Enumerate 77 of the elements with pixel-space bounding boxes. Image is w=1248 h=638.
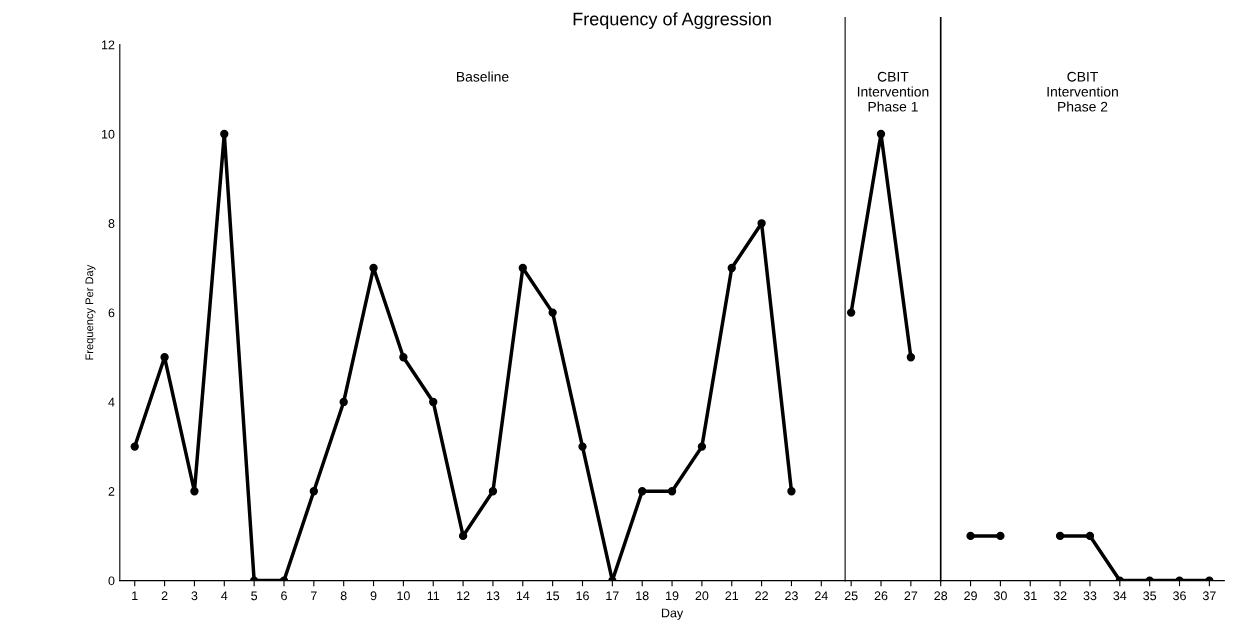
- x-tick-label: 25: [844, 591, 858, 601]
- x-tick-label: 26: [874, 591, 888, 601]
- point: [966, 531, 975, 541]
- x-tick-label: 20: [695, 591, 709, 601]
- point: [757, 219, 766, 228]
- y-tick-label: 2: [108, 487, 115, 496]
- point: [578, 442, 587, 451]
- point: [667, 487, 677, 496]
- x-tick-label: 27: [904, 591, 918, 601]
- point: [369, 263, 378, 273]
- x-tick-label: 19: [666, 591, 679, 601]
- x-tick-label: 24: [814, 591, 828, 601]
- x-tick-label: 8: [340, 591, 347, 601]
- x-tick-label: 6: [281, 591, 287, 601]
- point: [846, 308, 856, 317]
- point: [548, 308, 557, 317]
- point: [1055, 531, 1065, 541]
- x-tick-label: 18: [636, 591, 649, 601]
- y-tick-label: 4: [108, 397, 115, 407]
- x-tick-label: 10: [397, 591, 410, 601]
- x-tick-label: 34: [1113, 591, 1127, 601]
- x-tick-label: 33: [1083, 591, 1097, 601]
- point: [429, 397, 438, 407]
- point: [727, 263, 736, 273]
- x-tick-label: 9: [370, 591, 377, 601]
- x-tick-label: 37: [1202, 591, 1216, 601]
- x-tick-label: 22: [755, 591, 768, 601]
- x-tick-label: 21: [725, 591, 739, 601]
- point: [787, 487, 796, 496]
- x-tick-label: 7: [311, 591, 317, 601]
- x-tick-label: 28: [934, 591, 948, 601]
- point: [130, 442, 139, 451]
- point: [638, 487, 647, 496]
- x-tick-label: 15: [546, 591, 560, 601]
- point: [339, 397, 348, 407]
- point: [220, 129, 229, 139]
- y-tick-label: 6: [108, 308, 115, 318]
- point: [488, 487, 498, 496]
- x-tick-label: 23: [785, 591, 798, 601]
- x-tick-label: 31: [1023, 591, 1037, 601]
- x-tick-label: 13: [486, 591, 500, 601]
- annotation: Baseline: [457, 71, 509, 82]
- x-tick-label: 16: [576, 591, 589, 601]
- x-tick-label: 17: [606, 591, 619, 601]
- x-tick-label: 30: [993, 591, 1007, 601]
- y-tick-label: 12: [102, 40, 115, 50]
- point: [1085, 531, 1095, 541]
- y-tick-label: 0: [108, 576, 115, 586]
- x-tick-label: 29: [964, 591, 977, 601]
- point: [876, 129, 886, 139]
- x-tick-label: 32: [1053, 591, 1067, 601]
- x-tick-label: 12: [457, 591, 470, 601]
- y-tick-label: 10: [102, 129, 115, 139]
- x-tick-label: 35: [1143, 591, 1157, 601]
- x-tick-label: 36: [1173, 591, 1186, 601]
- x-tick-label: 3: [191, 591, 198, 601]
- point: [697, 442, 707, 451]
- point: [190, 487, 199, 496]
- annotation: CBIT Intervention Phase 2: [1047, 71, 1118, 112]
- y-tick-label: 8: [108, 219, 115, 228]
- annotation: CBIT Intervention Phase 1: [857, 71, 929, 112]
- x-tick-label: 11: [427, 591, 440, 601]
- x-tick-label: 5: [251, 591, 258, 601]
- point: [160, 353, 169, 362]
- x-tick-label: 14: [516, 591, 530, 601]
- point: [518, 263, 527, 273]
- x-tick-label: 1: [132, 591, 138, 601]
- point: [309, 487, 319, 496]
- point: [996, 531, 1005, 541]
- y-axis-title: Frequency Per Day: [85, 264, 96, 360]
- x-tick-label: 2: [161, 591, 168, 601]
- point: [458, 531, 468, 541]
- point: [399, 353, 408, 362]
- x-axis-title: Day: [661, 608, 684, 620]
- chart-title: Frequency of Aggression: [573, 12, 771, 29]
- x-tick-label: 4: [221, 591, 228, 601]
- point: [906, 353, 916, 362]
